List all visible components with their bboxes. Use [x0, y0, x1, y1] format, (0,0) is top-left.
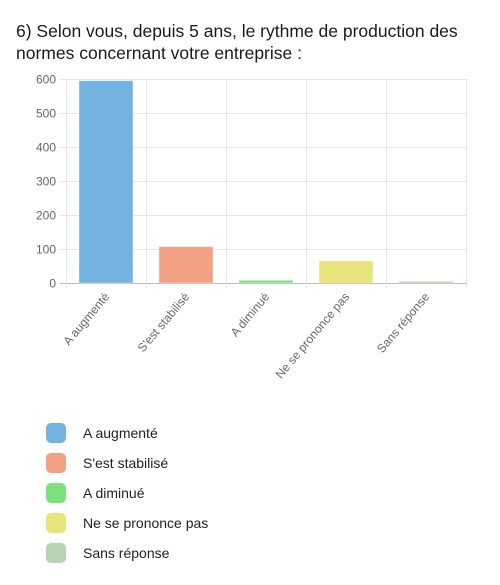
y-tick-label: 100	[36, 243, 56, 257]
y-tick-label: 600	[36, 73, 56, 87]
x-tick-label: A diminué	[228, 290, 273, 340]
bar[interactable]	[318, 260, 374, 284]
legend-label: A augmenté	[83, 425, 158, 441]
legend-label: Sans réponse	[83, 545, 170, 561]
legend-swatch	[46, 513, 66, 533]
y-tick-label: 0	[49, 277, 56, 291]
legend-label: Ne se prononce pas	[83, 515, 209, 531]
legend-swatch	[46, 423, 66, 443]
x-tick-label: A augmenté	[60, 290, 112, 348]
legend-label: A diminué	[83, 485, 145, 501]
legend-item[interactable]: S'est stabilisé	[46, 448, 208, 478]
chart-legend: A augmenté S'est stabilisé A diminué Ne se …	[46, 418, 208, 568]
bar[interactable]	[158, 246, 214, 284]
legend-item[interactable]: Ne se prononce pas	[46, 508, 208, 538]
bar[interactable]	[238, 279, 294, 284]
y-tick-label: 200	[36, 209, 56, 223]
x-tick-label: Ne se prononce pas	[273, 290, 353, 381]
bar-chart: 0 100 200 300 400 500 600 A augmenté S'est stab…	[36, 73, 467, 382]
x-tick-label: S'est stabilisé	[135, 290, 193, 355]
legend-item[interactable]: A diminué	[46, 478, 208, 508]
y-tick-label: 400	[36, 141, 56, 155]
x-axis: A augmenté S'est stabilisé A diminué Ne se …	[60, 290, 432, 382]
legend-label: S'est stabilisé	[83, 455, 169, 471]
legend-swatch	[46, 483, 66, 503]
bar[interactable]	[78, 80, 134, 284]
legend-item[interactable]: Sans réponse	[46, 538, 208, 568]
y-tick-label: 300	[36, 175, 56, 189]
y-tick-label: 500	[36, 107, 56, 121]
bar[interactable]	[398, 280, 454, 284]
chart-title: 6) Selon vous, depuis 5 ans, le rythme d…	[16, 21, 458, 63]
x-tick-label: Sans réponse	[374, 290, 433, 356]
chart-bars	[78, 80, 454, 284]
legend-swatch	[46, 543, 66, 563]
legend-swatch	[46, 453, 66, 473]
y-axis: 0 100 200 300 400 500 600	[36, 73, 56, 291]
legend-item[interactable]: A augmenté	[46, 418, 208, 448]
